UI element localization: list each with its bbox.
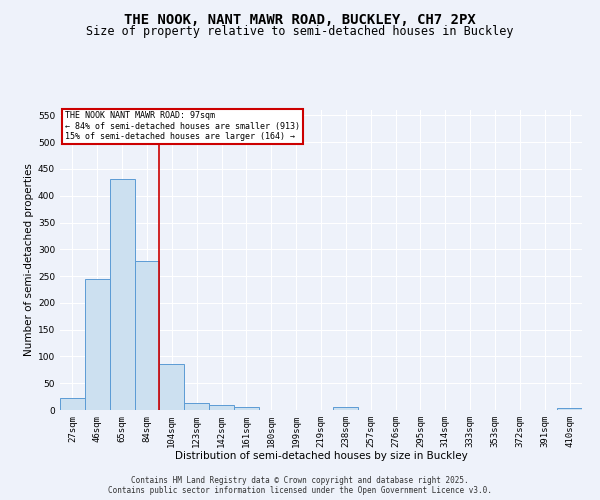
Bar <box>209 404 234 410</box>
Text: Size of property relative to semi-detached houses in Buckley: Size of property relative to semi-detach… <box>86 25 514 38</box>
Text: THE NOOK, NANT MAWR ROAD, BUCKLEY, CH7 2PX: THE NOOK, NANT MAWR ROAD, BUCKLEY, CH7 2… <box>124 12 476 26</box>
Bar <box>160 364 184 410</box>
X-axis label: Distribution of semi-detached houses by size in Buckley: Distribution of semi-detached houses by … <box>175 452 467 462</box>
Text: Contains public sector information licensed under the Open Government Licence v3: Contains public sector information licen… <box>108 486 492 495</box>
Bar <box>85 280 110 410</box>
Text: Contains HM Land Registry data © Crown copyright and database right 2025.: Contains HM Land Registry data © Crown c… <box>131 476 469 485</box>
Y-axis label: Number of semi-detached properties: Number of semi-detached properties <box>24 164 34 356</box>
Bar <box>110 178 134 410</box>
Bar <box>234 408 259 410</box>
Bar <box>134 260 160 410</box>
Bar <box>184 402 209 410</box>
Bar <box>557 408 582 410</box>
Bar <box>60 398 85 410</box>
Bar <box>334 408 358 410</box>
Text: THE NOOK NANT MAWR ROAD: 97sqm
← 84% of semi-detached houses are smaller (913)
1: THE NOOK NANT MAWR ROAD: 97sqm ← 84% of … <box>65 112 300 142</box>
